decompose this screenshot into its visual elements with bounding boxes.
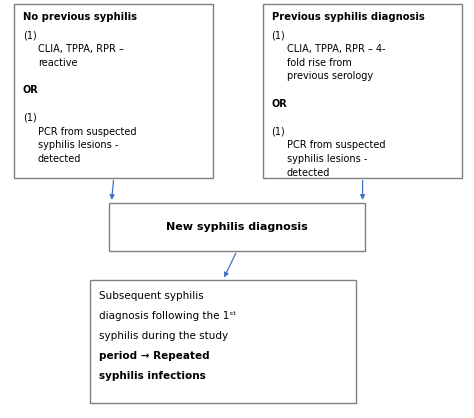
Text: OR: OR bbox=[23, 85, 38, 95]
FancyBboxPatch shape bbox=[263, 4, 462, 178]
Text: previous serology: previous serology bbox=[286, 71, 373, 82]
Text: diagnosis following the 1ˢᵗ: diagnosis following the 1ˢᵗ bbox=[99, 311, 236, 321]
FancyBboxPatch shape bbox=[109, 203, 365, 251]
Text: syphilis lesions -: syphilis lesions - bbox=[286, 154, 367, 164]
Text: detected: detected bbox=[286, 168, 330, 178]
Text: PCR from suspected: PCR from suspected bbox=[286, 140, 385, 150]
Text: (1): (1) bbox=[23, 113, 36, 123]
Text: New syphilis diagnosis: New syphilis diagnosis bbox=[166, 222, 308, 232]
FancyBboxPatch shape bbox=[90, 280, 356, 403]
Text: syphilis infections: syphilis infections bbox=[99, 371, 205, 381]
Text: CLIA, TPPA, RPR – 4-: CLIA, TPPA, RPR – 4- bbox=[286, 44, 385, 54]
Text: OR: OR bbox=[272, 99, 287, 109]
Text: (1): (1) bbox=[272, 127, 285, 137]
Text: fold rise from: fold rise from bbox=[286, 58, 351, 68]
Text: CLIA, TPPA, RPR –: CLIA, TPPA, RPR – bbox=[37, 44, 124, 54]
Text: PCR from suspected: PCR from suspected bbox=[37, 127, 136, 137]
Text: reactive: reactive bbox=[37, 58, 77, 68]
Text: detected: detected bbox=[37, 154, 81, 164]
Text: No previous syphilis: No previous syphilis bbox=[23, 12, 137, 22]
Text: syphilis during the study: syphilis during the study bbox=[99, 331, 228, 341]
FancyBboxPatch shape bbox=[14, 4, 213, 178]
Text: syphilis lesions -: syphilis lesions - bbox=[37, 140, 118, 150]
Text: period → Repeated: period → Repeated bbox=[99, 351, 209, 361]
Text: (1): (1) bbox=[23, 30, 36, 40]
Text: Previous syphilis diagnosis: Previous syphilis diagnosis bbox=[272, 12, 424, 22]
Text: (1): (1) bbox=[272, 30, 285, 40]
Text: Subsequent syphilis: Subsequent syphilis bbox=[99, 291, 203, 301]
